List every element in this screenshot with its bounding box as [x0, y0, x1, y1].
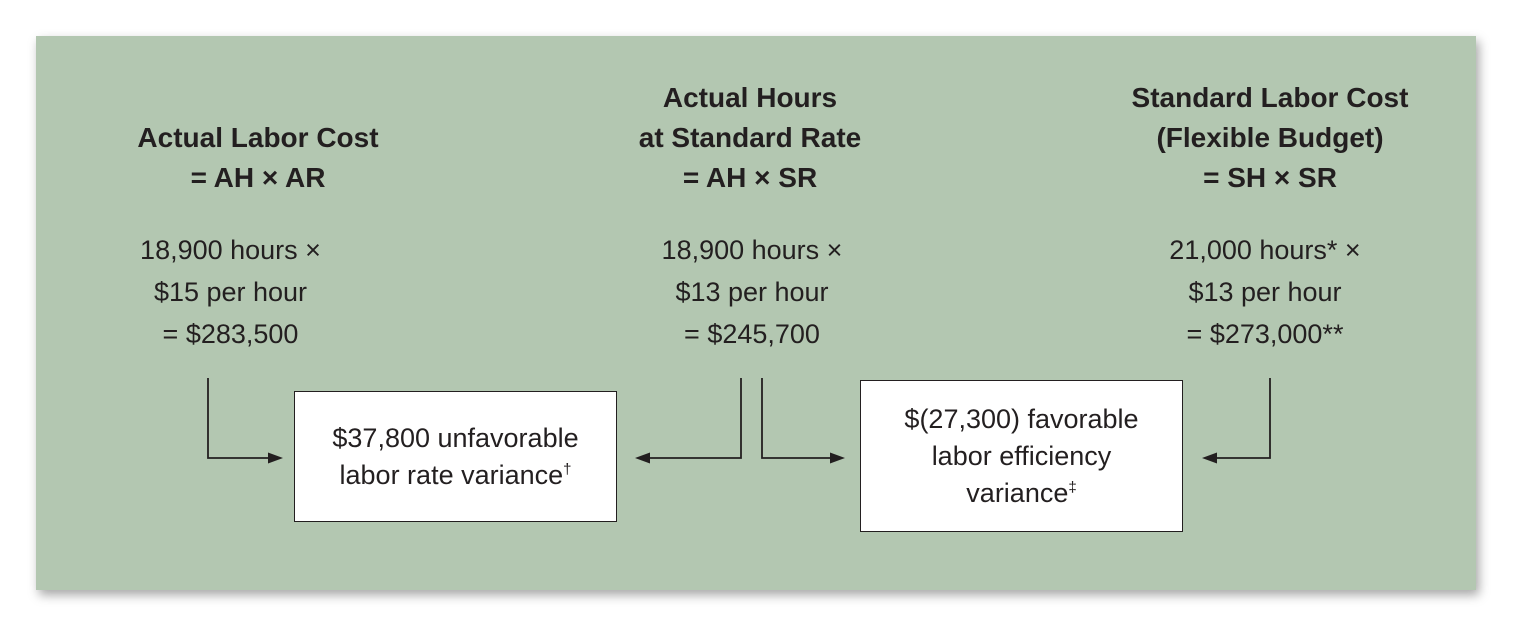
- standard-labor-cost-heading: Standard Labor Cost (Flexible Budget) = …: [1090, 78, 1450, 198]
- labor-rate-variance-box: $37,800 unfavorable labor rate variance†: [294, 391, 617, 522]
- arrowhead-right: [268, 452, 283, 464]
- arrow-standard-rate-to-efficiency: [761, 378, 832, 459]
- actual-labor-cost-calc: 18,900 hours × $15 per hour = $283,500: [88, 229, 373, 355]
- arrowhead-right: [830, 452, 845, 464]
- footnote-double-dagger: ‡: [1068, 478, 1077, 496]
- variance-label: labor rate variance†: [340, 457, 572, 494]
- variance-amount: $(27,300) favorable: [904, 403, 1139, 434]
- labor-efficiency-variance-box: $(27,300) favorable labor efficiency var…: [860, 380, 1183, 532]
- calc-hours: 18,900 hours ×: [140, 235, 321, 265]
- calc-rate: $13 per hour: [1188, 277, 1342, 307]
- diagram-panel: [36, 36, 1476, 590]
- footnote-dagger: †: [563, 460, 572, 478]
- heading-formula: = AH × SR: [682, 162, 818, 193]
- calc-total: = $283,500: [162, 319, 299, 349]
- heading-formula: = AH × AR: [190, 162, 326, 193]
- variance-label: variance‡: [966, 475, 1076, 512]
- variance-label: labor efficiency: [931, 440, 1112, 471]
- calc-rate: $13 per hour: [675, 277, 829, 307]
- arrow-flexible-to-efficiency: [1215, 378, 1271, 459]
- calc-hours: 18,900 hours ×: [661, 235, 843, 265]
- actual-hours-standard-rate-heading: Actual Hours at Standard Rate = AH × SR: [580, 78, 920, 198]
- actual-hours-standard-rate-calc: 18,900 hours × $13 per hour = $245,700: [607, 229, 897, 355]
- calc-total: = $245,700: [684, 319, 820, 349]
- heading-line: (Flexible Budget): [1156, 122, 1384, 153]
- actual-labor-cost-heading: Actual Labor Cost = AH × AR: [88, 118, 428, 198]
- standard-labor-cost-calc: 21,000 hours* × $13 per hour = $273,000*…: [1105, 229, 1425, 355]
- variance-label-text: labor rate variance: [339, 459, 564, 490]
- variance-label-text: variance: [966, 477, 1069, 508]
- heading-line: Actual Hours: [662, 82, 838, 113]
- heading-formula: = SH × SR: [1203, 162, 1337, 193]
- calc-rate: $15 per hour: [153, 277, 308, 307]
- calc-hours: 21,000 hours* ×: [1169, 235, 1361, 265]
- heading-line: at Standard Rate: [638, 122, 862, 153]
- calc-total: = $273,000**: [1186, 319, 1344, 349]
- arrow-actual-to-rate: [207, 378, 270, 459]
- heading-line: Actual Labor Cost: [137, 122, 379, 153]
- heading-line: Standard Labor Cost: [1131, 82, 1409, 113]
- arrowhead-left: [1202, 452, 1217, 464]
- arrowhead-left: [635, 452, 650, 464]
- variance-amount: $37,800 unfavorable: [332, 422, 579, 453]
- arrow-standard-rate-to-rate: [648, 378, 742, 459]
